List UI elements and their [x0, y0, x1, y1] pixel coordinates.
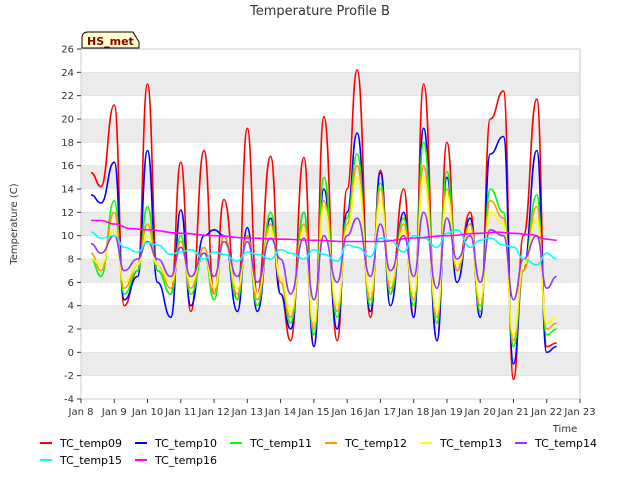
y-tick-label: 18: [61, 138, 74, 149]
y-tick-label: 14: [61, 185, 74, 196]
x-tick-label: Jan 9: [101, 407, 127, 418]
y-tick-label: 8: [68, 255, 74, 266]
series-lines: [90, 69, 557, 380]
plot-area: [80, 48, 581, 400]
y-tick-label: 24: [61, 68, 74, 79]
legend-label: TC_temp11: [249, 437, 312, 450]
series-line-tc-temp16: [91, 219, 557, 243]
grid-band: [81, 49, 580, 73]
x-tick-label: Jan 12: [197, 407, 229, 418]
y-axis-label: Temperature (C): [9, 183, 20, 265]
x-axis-label: Time: [552, 424, 577, 435]
x-tick-label: Jan 13: [231, 407, 263, 418]
y-tick-label: 10: [61, 231, 74, 242]
grid-band: [81, 352, 580, 376]
legend-label: TC_temp13: [439, 437, 502, 450]
x-tick-label: Jan 19: [430, 407, 462, 418]
chart-title: Temperature Profile B: [249, 4, 390, 19]
grid-band: [81, 305, 580, 329]
legend-label: TC_temp12: [344, 437, 407, 450]
legend: TC_temp09 TC_temp10 TC_temp11 TC_temp12 TC_t…: [40, 437, 597, 467]
grid-band: [81, 95, 580, 119]
legend-label: TC_temp16: [154, 454, 217, 467]
x-tick-label: Jan 18: [397, 407, 429, 418]
grid-band: [81, 375, 580, 399]
y-tick-label: 16: [61, 161, 74, 172]
legend-item: TC_temp13: [420, 437, 502, 450]
series-line-tc-temp15: [90, 229, 557, 266]
station-badge: HS_met: [81, 31, 140, 49]
y-tick-label: 26: [61, 45, 74, 56]
grid-band: [81, 329, 580, 353]
legend-item: TC_temp09: [40, 437, 122, 450]
x-tick-label: Jan 14: [264, 407, 296, 418]
x-tick-label: Jan 17: [364, 407, 396, 418]
x-tick-label: Jan 20: [464, 407, 496, 418]
y-tick-label: 0: [68, 348, 74, 359]
legend-item: TC_temp12: [325, 437, 407, 450]
grid-band: [81, 282, 580, 306]
x-tick-label: Jan 23: [563, 407, 595, 418]
grid-band: [81, 72, 580, 96]
y-tick-label: 6: [68, 278, 74, 289]
y-tick-label: -2: [64, 371, 74, 382]
grid-band: [81, 165, 580, 189]
legend-item: TC_temp11: [230, 437, 312, 450]
legend-label: TC_temp15: [59, 454, 122, 467]
y-tick-label: 20: [61, 115, 74, 126]
x-tick-label: Jan 10: [131, 407, 163, 418]
x-tick-label: Jan 11: [164, 407, 196, 418]
y-tick-label: -4: [64, 395, 74, 406]
y-tick-label: 12: [61, 208, 74, 219]
series-line-tc-temp14: [90, 211, 557, 301]
x-tick-label: Jan 22: [530, 407, 562, 418]
badge-label: HS_met: [87, 35, 134, 48]
x-tick-label: Jan 15: [297, 407, 329, 418]
legend-label: TC_temp10: [154, 437, 217, 450]
legend-item: TC_temp10: [135, 437, 217, 450]
legend-item: TC_temp14: [515, 437, 597, 450]
y-tick-label: 22: [61, 91, 74, 102]
x-axis-ticks: Jan 8 Jan 9 Jan 10 Jan 11 Jan 12 Jan 13 Jan 14…: [68, 399, 596, 418]
y-tick-label: 2: [68, 325, 74, 336]
legend-label: TC_temp14: [534, 437, 597, 450]
x-tick-label: Jan 21: [497, 407, 529, 418]
series-line-tc-temp11: [90, 141, 557, 348]
series-line-tc-temp12: [90, 164, 557, 342]
legend-item: TC_temp16: [135, 454, 217, 467]
y-tick-label: 4: [68, 301, 74, 312]
badge-box: [81, 31, 140, 49]
legend-label: TC_temp09: [59, 437, 122, 450]
grid-band: [81, 189, 580, 213]
x-tick-label: Jan 8: [68, 407, 94, 418]
x-tick-label: Jan 16: [330, 407, 362, 418]
grid-band: [81, 119, 580, 143]
legend-item: TC_temp15: [40, 454, 122, 467]
